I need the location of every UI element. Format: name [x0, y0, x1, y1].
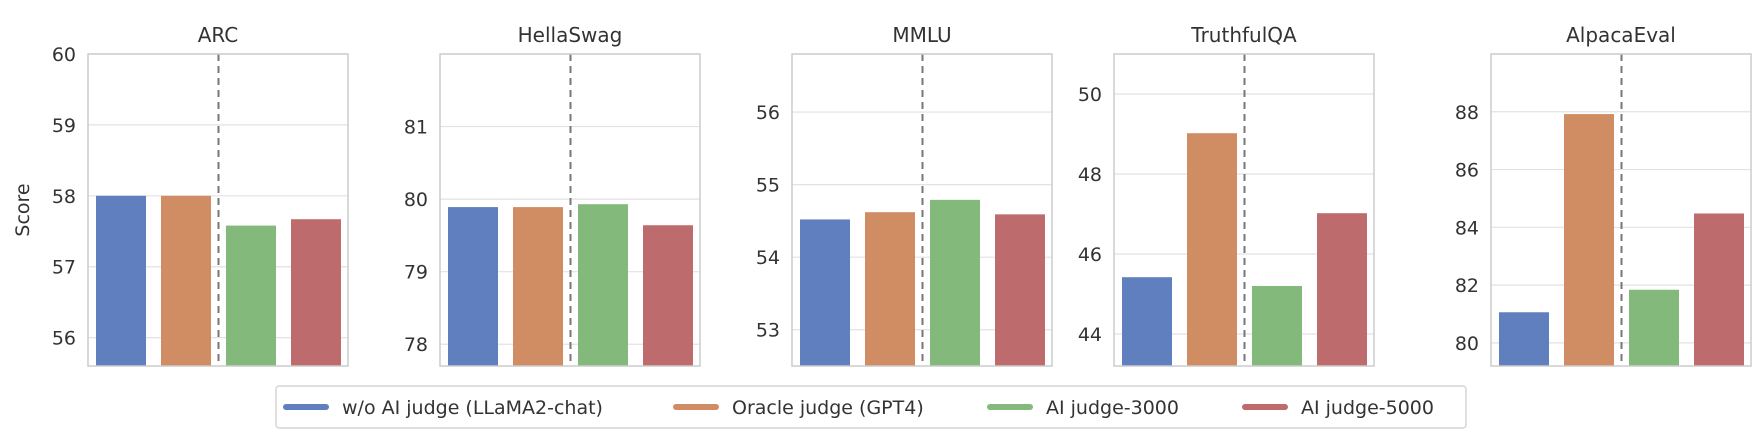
panel-hellaswag: 78 79 80 81 HellaSwag	[404, 23, 701, 367]
bar-3	[930, 199, 980, 366]
bar-4	[1317, 213, 1367, 366]
legend-label: w/o AI judge (LLaMA2-chat)	[342, 397, 603, 419]
y-axis-label: Score	[12, 183, 34, 236]
plot-frame	[791, 53, 1053, 367]
bar-2	[1187, 133, 1237, 366]
panels-layer: 56 57 58 59 60 ARC 78 79 80 81 HellaSwag 53 54 55 56 MM…	[52, 23, 1752, 367]
y-tick-label: 80	[1455, 333, 1479, 355]
panel-alpacaeval: 80 82 84 86 88 AlpacaEval	[1455, 23, 1752, 367]
y-tick-label: 58	[52, 186, 76, 208]
legend: w/o AI judge (LLaMA2-chat) Oracle judge (…	[275, 385, 1467, 429]
legend-label: AI judge-3000	[1046, 397, 1179, 419]
legend-items: w/o AI judge (LLaMA2-chat) Oracle judge (…	[283, 397, 1434, 419]
bar-3	[1629, 289, 1679, 366]
legend-label: AI judge-5000	[1301, 397, 1434, 419]
bar-3	[1252, 286, 1302, 366]
y-tick-label: 60	[52, 44, 76, 66]
bar-4	[291, 219, 341, 366]
panel-mmlu: 53 54 55 56 MMLU	[756, 23, 1053, 367]
bar-3	[578, 204, 628, 366]
y-tick-label: 78	[404, 334, 428, 356]
y-tick-label: 44	[1078, 324, 1102, 346]
panel-title: HellaSwag	[518, 23, 623, 47]
panel-title: MMLU	[892, 23, 951, 47]
y-tick-label: 46	[1078, 244, 1102, 266]
y-tick-label: 55	[756, 175, 780, 197]
bar-1	[1499, 312, 1549, 366]
bar-4	[1694, 213, 1744, 366]
plot-frame	[87, 53, 349, 367]
panel-title: TruthfulQA	[1190, 23, 1297, 47]
bar-4	[995, 214, 1045, 366]
y-tick-label: 86	[1455, 160, 1479, 182]
bar-2	[1564, 114, 1614, 366]
y-tick-label: 82	[1455, 275, 1479, 297]
legend-label: Oracle judge (GPT4)	[732, 397, 924, 419]
bar-1	[1122, 277, 1172, 366]
y-tick-label: 48	[1078, 164, 1102, 186]
y-tick-label: 79	[404, 262, 428, 284]
bar-4	[643, 225, 693, 366]
bar-2	[161, 195, 211, 366]
bar-3	[226, 225, 276, 366]
y-tick-label: 54	[756, 247, 780, 269]
bar-2	[513, 207, 563, 366]
plot-frame	[439, 53, 701, 367]
y-tick-label: 53	[756, 320, 780, 342]
y-tick-label: 81	[404, 117, 428, 139]
y-tick-label: 56	[756, 102, 780, 124]
bar-2	[865, 212, 915, 366]
y-tick-label: 80	[404, 189, 428, 211]
bar-1	[800, 219, 850, 366]
plot-frame	[1113, 53, 1375, 367]
panel-arc: 56 57 58 59 60 ARC	[52, 23, 349, 367]
y-tick-label: 50	[1078, 84, 1102, 106]
plot-frame	[1490, 53, 1752, 367]
bar-1	[448, 207, 498, 366]
y-tick-label: 57	[52, 257, 76, 279]
panel-truthfulqa: 44 46 48 50 TruthfulQA	[1078, 23, 1375, 367]
y-tick-label: 59	[52, 115, 76, 137]
panel-title: ARC	[198, 23, 239, 47]
panel-title: AlpacaEval	[1566, 23, 1676, 47]
y-tick-label: 56	[52, 328, 76, 350]
bar-1	[96, 195, 146, 366]
legend-frame	[275, 385, 1467, 429]
y-tick-label: 84	[1455, 217, 1479, 239]
y-tick-label: 88	[1455, 102, 1479, 124]
